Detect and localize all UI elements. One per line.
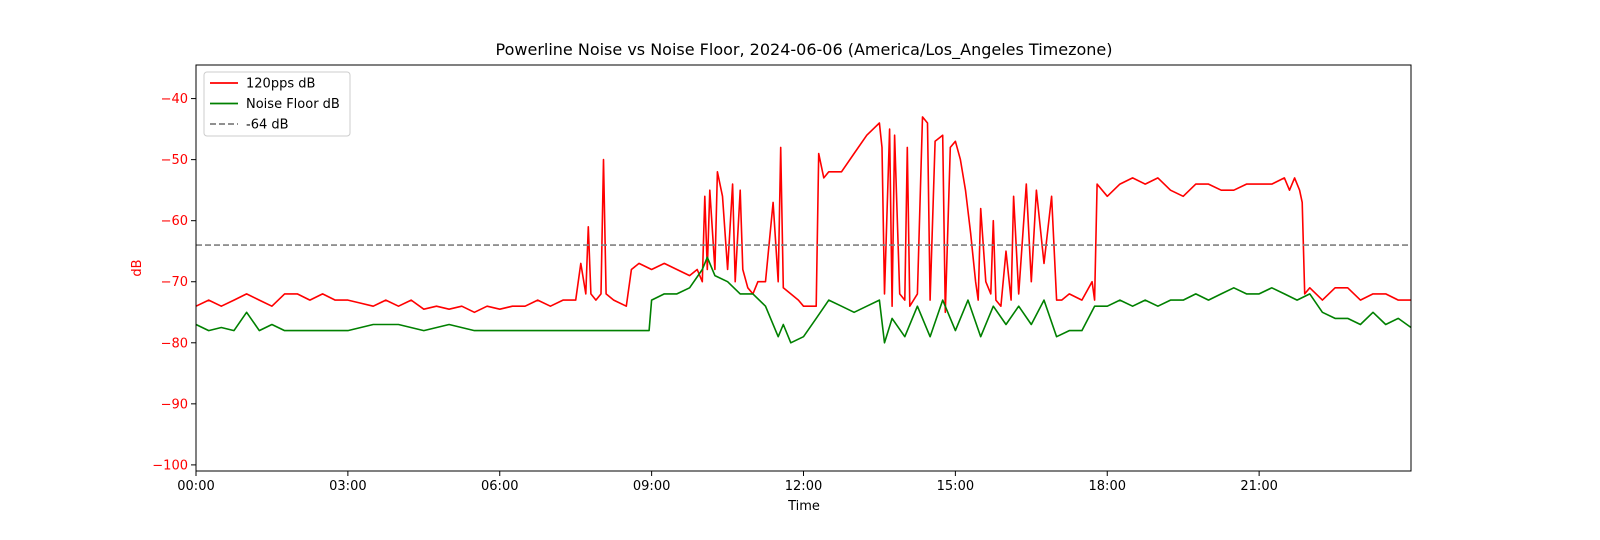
y-tick-label: −90 bbox=[161, 397, 188, 412]
legend-box bbox=[203, 71, 351, 137]
plot-frame bbox=[195, 64, 1412, 472]
x-tick-label: 03:00 bbox=[329, 479, 366, 494]
x-tick-label: 06:00 bbox=[481, 479, 518, 494]
x-axis: 00:00 03:00 06:00 09:00 12:00 15:00 18:00 21:00 bbox=[177, 471, 1278, 494]
x-tick-label: 12:00 bbox=[785, 479, 822, 494]
x-axis-label: Time bbox=[787, 499, 820, 514]
y-tick-label: −60 bbox=[161, 214, 188, 229]
x-tick-label: 15:00 bbox=[937, 479, 974, 494]
y-tick-label: −100 bbox=[152, 458, 188, 473]
y-tick-label: −80 bbox=[161, 336, 188, 351]
y-tick-label: −40 bbox=[161, 92, 188, 107]
y-axis-label: dB bbox=[130, 259, 145, 276]
x-tick-label: 21:00 bbox=[1240, 479, 1277, 494]
legend-label-2: -64 dB bbox=[246, 118, 289, 133]
y-tick-label: −70 bbox=[161, 275, 188, 290]
series-line-0 bbox=[195, 116, 1411, 314]
x-tick-label: 09:00 bbox=[633, 479, 670, 494]
y-tick-label: −50 bbox=[161, 153, 188, 168]
series-line-1 bbox=[195, 256, 1412, 344]
legend: 120pps dB Noise Floor dB -64 dB bbox=[203, 71, 351, 137]
y-axis: −100 −90 −80 −70 −60 −50 −40 bbox=[152, 92, 196, 473]
legend-label-0: 120pps dB bbox=[246, 77, 315, 92]
legend-label-1: Noise Floor dB bbox=[246, 97, 340, 112]
x-tick-label: 18:00 bbox=[1089, 479, 1126, 494]
plot-series bbox=[195, 116, 1412, 344]
x-tick-label: 00:00 bbox=[177, 479, 214, 494]
chart-title: Powerline Noise vs Noise Floor, 2024-06-… bbox=[496, 40, 1113, 60]
